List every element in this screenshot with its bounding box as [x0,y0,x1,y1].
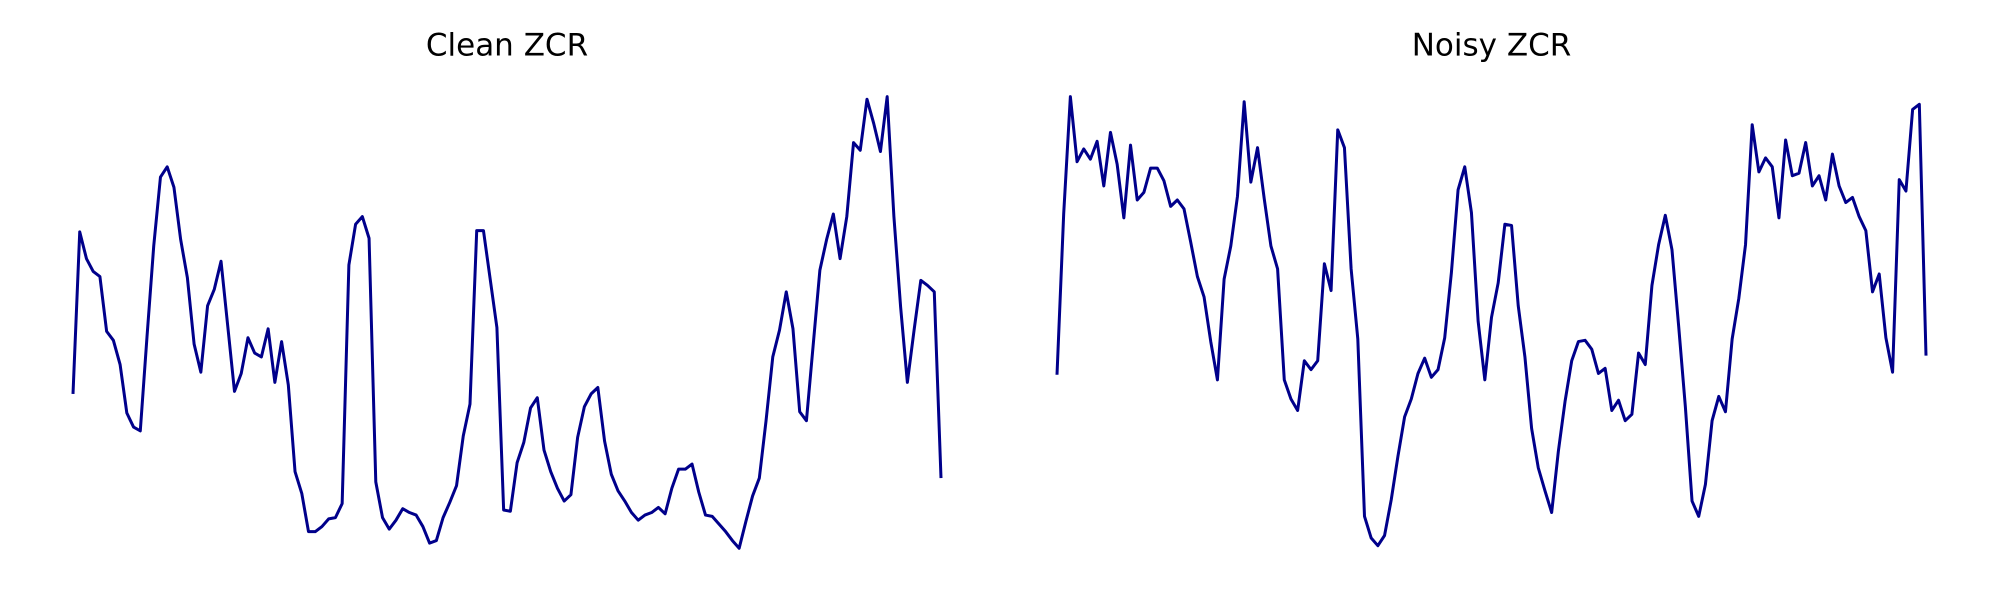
chart-title: Clean ZCR [426,28,588,64]
line [71,95,943,550]
line [1055,95,1928,548]
chart-title: Noisy ZCR [1412,28,1572,64]
